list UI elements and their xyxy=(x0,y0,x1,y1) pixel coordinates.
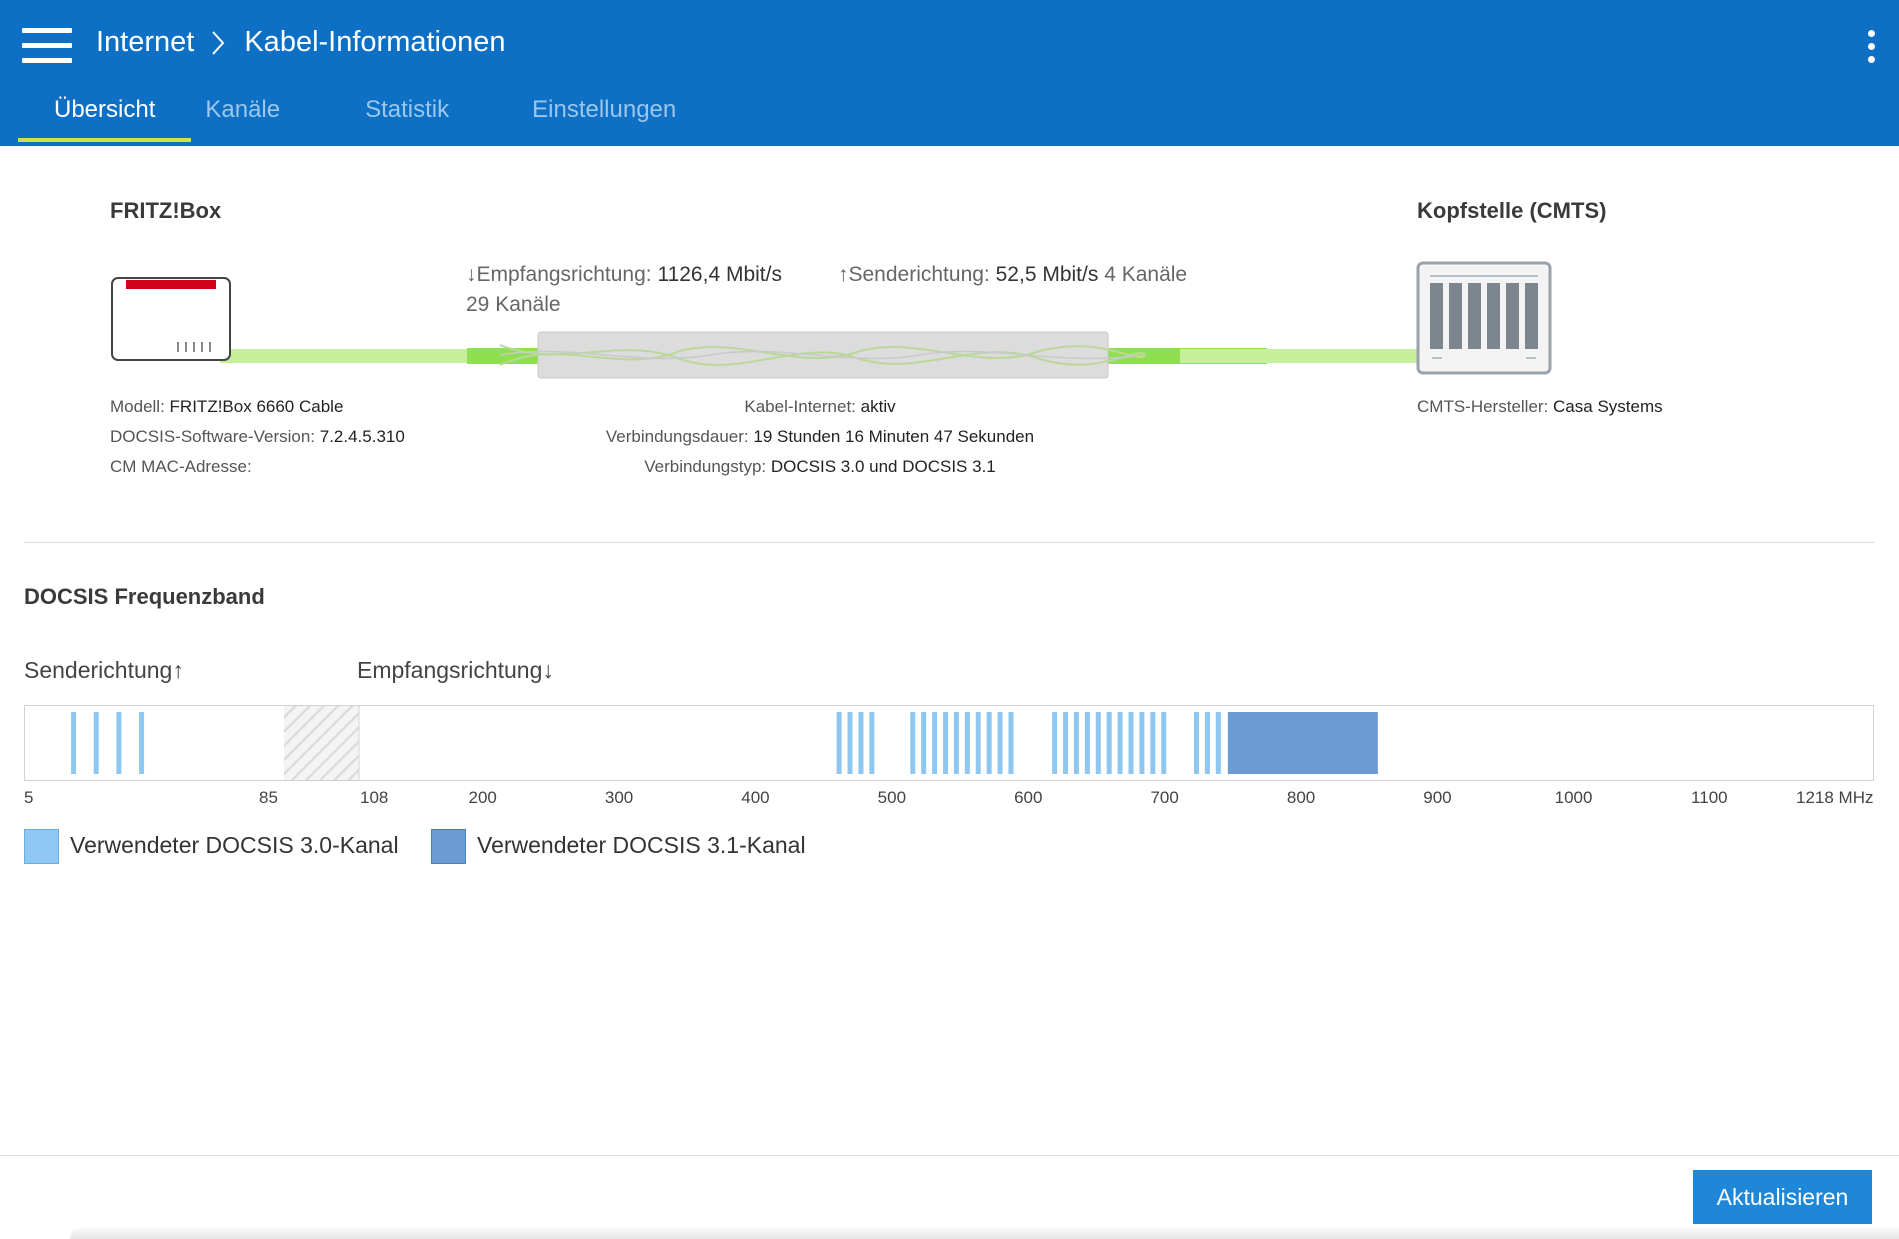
tab-bar: Übersicht Kanäle Statistik Einstellungen xyxy=(18,96,676,146)
docsis30-channel-bar xyxy=(1063,712,1069,774)
docsis30-channel-bar xyxy=(986,712,992,774)
frequency-tick-label: 800 xyxy=(1286,788,1316,807)
docsis30-channel-bar xyxy=(1215,712,1221,774)
docsis30-channel-bar xyxy=(1161,712,1167,774)
docsis30-channel-bar xyxy=(1052,712,1058,774)
frequency-tick-label: 400 xyxy=(741,788,770,807)
cmts-device-icon xyxy=(1416,261,1552,375)
docsis30-channel-bar xyxy=(953,712,959,774)
docsis30-channel-bar xyxy=(1139,712,1145,774)
docsis30-channel-bar xyxy=(836,712,842,774)
cable-strand-3 xyxy=(499,350,1146,360)
guard-band xyxy=(284,706,359,780)
frequency-tick-label: 700 xyxy=(1150,788,1179,807)
downstream-direction-label: Empfangsrichtung↓ xyxy=(357,657,554,683)
fritzbox-title: FRITZ!Box xyxy=(110,198,222,223)
frequency-tick-label: 1000 xyxy=(1554,788,1593,807)
cmts-title: Kopfstelle (CMTS) xyxy=(1417,198,1607,223)
downstream-rate: ↓Empfangsrichtung: 1126,4 Mbit/s 29 Kanä… xyxy=(466,263,782,316)
connection-info: Kabel-Internet: aktiv Verbindungsdauer: … xyxy=(605,397,1035,476)
section-divider xyxy=(24,542,1875,543)
docsis30-channel-bar xyxy=(1193,712,1199,774)
frequency-tick-label: 1100 xyxy=(1691,788,1728,807)
more-options-icon[interactable] xyxy=(1865,30,1877,64)
upstream-channel-bar xyxy=(71,712,77,774)
docsis30-channel-bar xyxy=(932,712,938,774)
frequency-band-title: DOCSIS Frequenzband xyxy=(24,584,265,609)
docsis30-channel-bar xyxy=(869,712,875,774)
docsis30-channel-bar xyxy=(975,712,981,774)
cable-left xyxy=(220,349,480,363)
docsis30-channel-bar xyxy=(1106,712,1112,774)
tab-statistik[interactable]: Statistik xyxy=(365,96,450,123)
legend-label-docsis31: Verwendeter DOCSIS 3.1-Kanal xyxy=(477,832,806,858)
connection-graphic xyxy=(111,261,1552,379)
docsis30-channel-bar xyxy=(858,712,864,774)
tab-uebersicht[interactable]: Übersicht xyxy=(18,96,192,142)
docsis30-channel-bar xyxy=(1128,712,1134,774)
upstream-channel-bar xyxy=(93,712,99,774)
frequency-tick-label: 600 xyxy=(1014,788,1043,807)
frequency-tick-label: 1218 MHz xyxy=(1796,788,1874,807)
frequency-tick-label: 900 xyxy=(1423,788,1452,807)
upstream-direction-label: Senderichtung↑ xyxy=(24,657,184,683)
frequency-band-svg xyxy=(71,706,1378,780)
docsis30-channel-bar xyxy=(847,712,853,774)
tab-einstellungen[interactable]: Einstellungen xyxy=(532,96,677,123)
legend-swatch-docsis31 xyxy=(431,829,466,864)
fritzbox-info: Modell: FRITZ!Box 6660 Cable DOCSIS-Soft… xyxy=(110,397,405,476)
chevron-right-icon xyxy=(206,28,234,58)
upstream-rate: ↑Senderichtung: 52,5 Mbit/s 4 Kanäle xyxy=(838,263,1188,286)
docsis30-channel-bar xyxy=(1117,712,1123,774)
docsis30-channel-bar xyxy=(997,712,1003,774)
app-header: Internet Kabel-Informationen Übersicht K… xyxy=(0,0,1899,146)
breadcrumb-internet[interactable]: Internet xyxy=(96,26,195,58)
refresh-button[interactable]: Aktualisieren xyxy=(1693,1170,1872,1224)
window-edge xyxy=(70,1226,1899,1239)
frequency-tick-label: 500 xyxy=(877,788,907,807)
docsis30-channel-bar xyxy=(1204,712,1210,774)
breadcrumb: Internet Kabel-Informationen xyxy=(96,26,506,59)
docsis30-channel-bar xyxy=(921,712,927,774)
upstream-channel-bar xyxy=(139,712,145,774)
frequency-tick-label: 200 xyxy=(468,788,497,807)
frequency-tick-label: 300 xyxy=(604,788,634,807)
legend-label-docsis30: Verwendeter DOCSIS 3.0-Kanal xyxy=(70,832,399,858)
breadcrumb-kabel-informationen: Kabel-Informationen xyxy=(244,26,506,58)
docsis30-channel-bar xyxy=(1008,712,1014,774)
hamburger-menu-icon[interactable] xyxy=(22,26,72,66)
frequency-tick-label: 108 xyxy=(360,788,389,807)
docsis30-channel-bar xyxy=(1084,712,1090,774)
footer-divider xyxy=(0,1155,1899,1156)
cable-strand-2 xyxy=(499,345,1146,366)
frequency-band-chart xyxy=(24,705,1874,781)
docsis30-channel-bar xyxy=(964,712,970,774)
docsis30-channel-bar xyxy=(1073,712,1079,774)
upstream-channel-bar xyxy=(116,712,122,774)
frequency-tick-label: 5 xyxy=(24,788,34,807)
docsis31-channel-block xyxy=(1227,712,1378,774)
frequency-tick-label: 85 xyxy=(259,788,278,807)
cmts-info: CMTS-Hersteller: Casa Systems xyxy=(1417,397,1663,416)
docsis30-channel-bar xyxy=(1095,712,1101,774)
docsis30-channel-bar xyxy=(910,712,916,774)
fritzbox-device-icon xyxy=(111,277,231,361)
docsis30-channel-bar xyxy=(943,712,949,774)
tab-kanaele[interactable]: Kanäle xyxy=(205,96,281,123)
docsis30-channel-bar xyxy=(1150,712,1156,774)
legend-swatch-docsis30 xyxy=(24,829,59,864)
